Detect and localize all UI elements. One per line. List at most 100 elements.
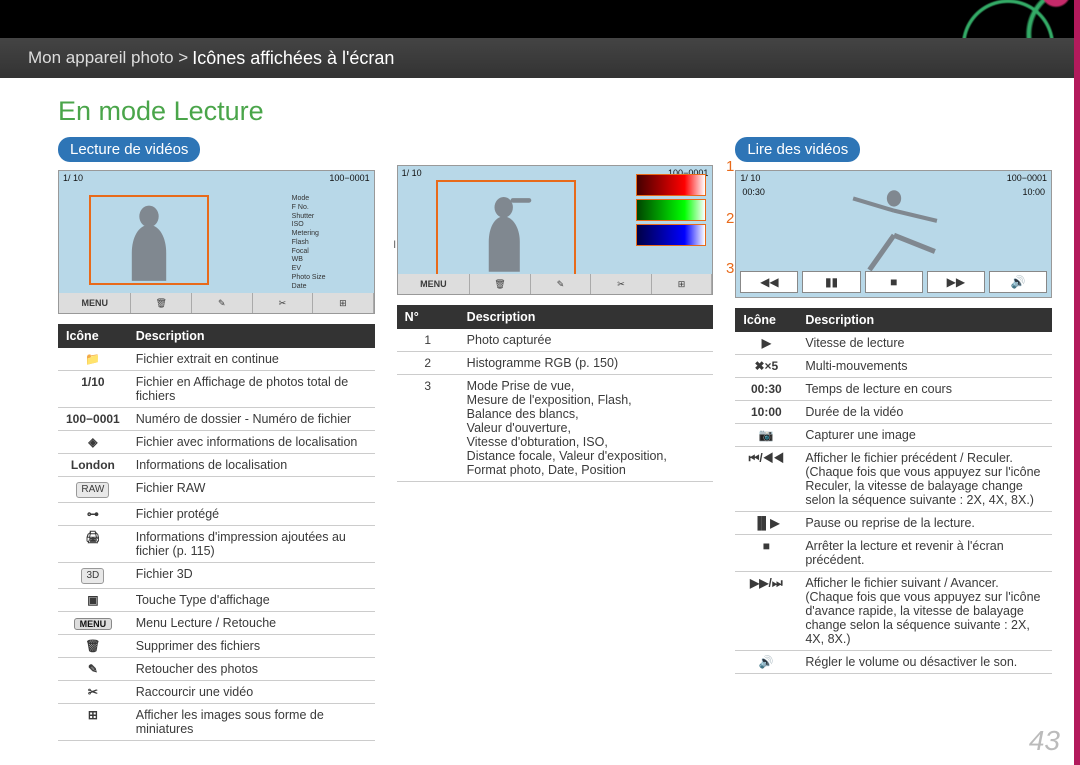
cell-icon: ◈ — [58, 431, 128, 454]
cell-icon: ✖×5 — [735, 355, 797, 378]
side-accent — [1074, 0, 1080, 765]
cell-desc: Retoucher des photos — [128, 658, 375, 681]
th-desc: Description — [128, 324, 375, 348]
bottom-button-row-2: MENU 🗑 ✎ ✂ ⊞ — [398, 274, 713, 294]
table-row: 10:00Durée de la vidéo — [735, 401, 1052, 424]
silhouette-pointing-icon — [438, 182, 574, 274]
cell-desc: Durée de la vidéo — [797, 401, 1052, 424]
table-row: 🖨Informations d'impression ajoutées au f… — [58, 526, 375, 563]
player-controls: ◀◀ ▮▮ ■ ▶▶ 🔊 — [740, 271, 1047, 293]
rewind-button[interactable]: ◀◀ — [740, 271, 798, 293]
menu-button[interactable]: MENU — [59, 293, 131, 313]
cell-icon: 2 — [397, 352, 459, 375]
th-icon: Icône — [735, 308, 797, 332]
table-callouts: N° Description 1Photo capturée2Histogram… — [397, 305, 714, 482]
table-row: ▣Touche Type d'affichage — [58, 589, 375, 612]
delete-button[interactable]: 🗑 — [470, 274, 531, 294]
cell-icon: 00:30 — [735, 378, 797, 401]
table-player-icons: Icône Description ▶Vitesse de lecture✖×5… — [735, 308, 1052, 674]
table-row: 100−0001Numéro de dossier - Numéro de fi… — [58, 408, 375, 431]
screenshot-rgb: 1 2 3 1/ 10 100−0001 ME — [397, 165, 714, 295]
table-row: 1Photo capturée — [397, 329, 714, 352]
table-row: 1/10Fichier en Affichage de photos total… — [58, 371, 375, 408]
edit-button[interactable]: ✎ — [531, 274, 592, 294]
stop-button[interactable]: ■ — [865, 271, 923, 293]
callout-1: 1 — [726, 158, 734, 175]
column-heading-3: Lire des vidéos — [735, 137, 860, 162]
cell-desc: Menu Lecture / Retouche — [128, 612, 375, 635]
cell-desc: Afficher les images sous forme de miniat… — [128, 704, 375, 741]
ss1-counter: 1/ 10 — [63, 173, 83, 183]
cell-desc: Raccourcir une vidéo — [128, 681, 375, 704]
page-title: En mode Lecture — [58, 96, 1052, 127]
cell-icon: 📁 — [58, 348, 128, 371]
bottom-button-row: MENU 🗑 ✎ ✂ ⊞ — [59, 293, 374, 313]
breadcrumb: Mon appareil photo > Icônes affichées à … — [0, 38, 1080, 78]
cell-icon: ▶ — [735, 332, 797, 355]
cell-icon: London — [58, 454, 128, 477]
table-row: 3DFichier 3D — [58, 563, 375, 589]
pause-button[interactable]: ▮▮ — [802, 271, 860, 293]
cell-desc: Multi-mouvements — [797, 355, 1052, 378]
th-icon: Icône — [58, 324, 128, 348]
cell-desc: Fichier en Affichage de photos total de … — [128, 371, 375, 408]
cell-desc: Afficher le fichier précédent / Reculer.… — [797, 447, 1052, 512]
cell-icon: ■ — [735, 535, 797, 572]
hist-r — [636, 174, 706, 196]
cell-desc: Touche Type d'affichage — [128, 589, 375, 612]
screenshot-playback-info: 1/ 10 100−0001 ModeF No.ShutterISOMeteri… — [58, 170, 375, 314]
cell-icon: MENU — [58, 612, 128, 635]
column-rgb: 1 2 3 1/ 10 100−0001 ME — [397, 137, 714, 741]
cell-desc: Photo capturée — [459, 329, 714, 352]
cell-desc: Régler le volume ou désactiver le son. — [797, 651, 1052, 674]
menu-button[interactable]: MENU — [398, 274, 470, 294]
table-row: ▶Vitesse de lecture — [735, 332, 1052, 355]
cell-icon: 📷 — [735, 424, 797, 447]
top-bar-decoration — [840, 0, 1080, 38]
table-row: RAWFichier RAW — [58, 477, 375, 503]
delete-button[interactable]: 🗑 — [131, 293, 192, 313]
trim-button[interactable]: ✂ — [253, 293, 314, 313]
table-row: ✂Raccourcir une vidéo — [58, 681, 375, 704]
cell-desc: Vitesse de lecture — [797, 332, 1052, 355]
thumbs-button[interactable]: ⊞ — [313, 293, 374, 313]
table-row: 🔊Régler le volume ou désactiver le son. — [735, 651, 1052, 674]
cell-desc: Fichier avec informations de localisatio… — [128, 431, 375, 454]
cell-desc: Capturer une image — [797, 424, 1052, 447]
cell-icon: 100−0001 — [58, 408, 128, 431]
column-play-videos: Lire des vidéos 1/ 10 100−0001 00:30 10:… — [735, 137, 1052, 741]
table-row: ◈Fichier avec informations de localisati… — [58, 431, 375, 454]
cell-desc: Fichier protégé — [128, 503, 375, 526]
ss3-folder: 100−0001 — [1007, 173, 1047, 183]
cell-desc: Supprimer des fichiers — [128, 635, 375, 658]
cell-icon: ⊞ — [58, 704, 128, 741]
breadcrumb-section: Mon appareil photo > — [28, 48, 188, 68]
cell-icon: ✎ — [58, 658, 128, 681]
info-panel: ModeF No.ShutterISOMeteringFlashFocalWBE… — [292, 195, 364, 291]
cell-desc: Fichier extrait en continue — [128, 348, 375, 371]
top-bar — [0, 0, 1080, 38]
th-num: N° — [397, 305, 459, 329]
thumbs-button[interactable]: ⊞ — [652, 274, 713, 294]
cell-icon: 1/10 — [58, 371, 128, 408]
forward-button[interactable]: ▶▶ — [927, 271, 985, 293]
cell-icon: 🗑 — [58, 635, 128, 658]
rgb-histograms — [636, 174, 706, 249]
edit-button[interactable]: ✎ — [192, 293, 253, 313]
ss1-folder: 100−0001 — [329, 173, 369, 183]
volume-button[interactable]: 🔊 — [989, 271, 1047, 293]
cell-icon: ▣ — [58, 589, 128, 612]
trim-button[interactable]: ✂ — [591, 274, 652, 294]
cell-desc: Fichier 3D — [128, 563, 375, 589]
callout-3: 3 — [726, 260, 734, 277]
cell-desc: Informations d'impression ajoutées au fi… — [128, 526, 375, 563]
cell-icon: ▶▶/⏭ — [735, 572, 797, 651]
th-desc: Description — [459, 305, 714, 329]
table-row: ▐▌▶Pause ou reprise de la lecture. — [735, 512, 1052, 535]
cell-icon: 3D — [58, 563, 128, 589]
table-row: ⊶Fichier protégé — [58, 503, 375, 526]
th-desc: Description — [797, 308, 1052, 332]
column-lecture-videos: Lecture de vidéos 1/ 10 100−0001 ModeF N… — [58, 137, 375, 741]
cell-desc: Temps de lecture en cours — [797, 378, 1052, 401]
cell-icon: 🖨 — [58, 526, 128, 563]
